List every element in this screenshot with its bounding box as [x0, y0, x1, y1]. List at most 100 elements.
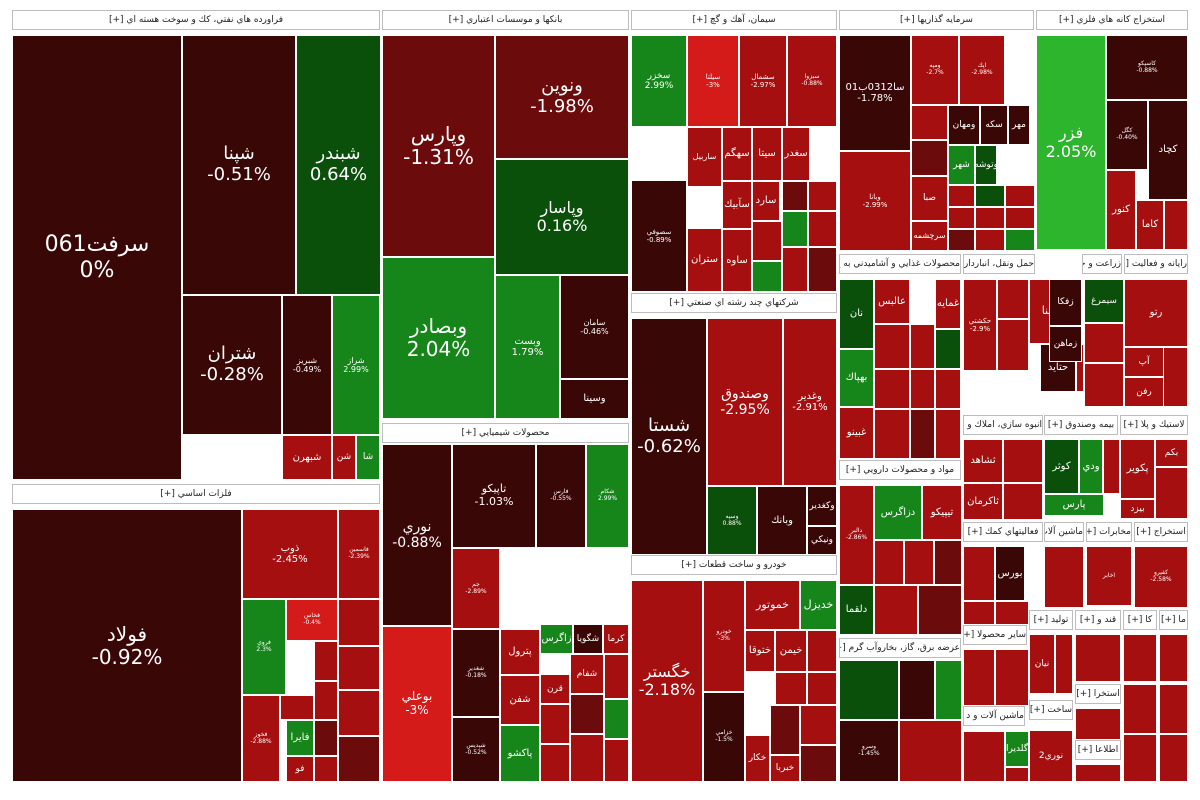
- stock-tile[interactable]: وتوشه: [975, 145, 997, 185]
- stock-tile[interactable]: فاسمين -2.39%: [338, 509, 380, 599]
- stock-tile[interactable]: خبربا: [770, 755, 800, 782]
- stock-tile[interactable]: سامان -0.46%: [560, 275, 629, 379]
- stock-cell[interactable]: [1003, 483, 1043, 520]
- stock-cell[interactable]: [934, 540, 962, 585]
- stock-tile[interactable]: گلديرا: [1005, 731, 1029, 767]
- stock-tile[interactable]: عالبس: [874, 279, 910, 324]
- sector-header[interactable]: سيمان، آهك و گچ [+]: [631, 10, 837, 30]
- stock-tile[interactable]: اخابر: [1086, 546, 1132, 606]
- stock-cell[interactable]: [963, 546, 995, 601]
- sector-header[interactable]: فلزات اساسي [+]: [12, 484, 380, 504]
- stock-tile[interactable]: غبينو: [839, 407, 874, 459]
- stock-tile[interactable]: خكار: [745, 735, 770, 782]
- stock-cell[interactable]: [314, 720, 338, 756]
- stock-tile[interactable]: وبصادر 2.04%: [382, 257, 495, 419]
- stock-cell[interactable]: [899, 720, 962, 782]
- stock-cell[interactable]: [1075, 634, 1121, 682]
- stock-tile[interactable]: زفكا: [1049, 279, 1082, 326]
- stock-tile[interactable]: شتران -0.28%: [182, 295, 282, 435]
- stock-tile[interactable]: بيزد: [1120, 499, 1155, 519]
- stock-tile[interactable]: شگويا: [573, 624, 603, 654]
- stock-cell[interactable]: [338, 599, 380, 646]
- sector-header[interactable]: قند و [+]: [1075, 610, 1121, 630]
- sector-header[interactable]: زراعت و خدما [+]: [1082, 254, 1122, 274]
- stock-tile[interactable]: سشمال -2.97%: [739, 35, 787, 127]
- sector-header[interactable]: مخابرات [+]: [1086, 522, 1132, 542]
- sector-header[interactable]: ساخت [+]: [1029, 700, 1073, 720]
- stock-tile[interactable]: رفن: [1124, 377, 1164, 407]
- stock-tile[interactable]: تيپيكو: [922, 485, 962, 540]
- stock-tile[interactable]: پكوير: [1120, 439, 1155, 499]
- stock-tile[interactable]: وسرو -1.45%: [839, 720, 899, 782]
- stock-cell[interactable]: [995, 601, 1029, 625]
- stock-tile[interactable]: دلقما: [839, 585, 874, 635]
- sector-header[interactable]: ساير محصولا [+]: [963, 625, 1027, 645]
- stock-tile[interactable]: بكم: [1155, 439, 1188, 467]
- stock-tile[interactable]: كرما: [603, 624, 629, 654]
- stock-tile[interactable]: شبندر 0.64%: [296, 35, 381, 295]
- stock-tile[interactable]: خموتور: [745, 580, 800, 630]
- stock-tile[interactable]: فارس -0.55%: [536, 444, 586, 548]
- stock-tile[interactable]: فخوز -2.88%: [242, 695, 280, 782]
- stock-tile[interactable]: ومهان: [948, 105, 980, 145]
- stock-tile[interactable]: شپنا -0.51%: [182, 35, 296, 295]
- stock-tile[interactable]: ثشاهد: [963, 439, 1003, 483]
- stock-cell[interactable]: [975, 207, 1005, 229]
- stock-tile[interactable]: وسينا: [560, 379, 629, 419]
- sector-header[interactable]: انبوه سازي، املاك و م [+]: [963, 415, 1043, 435]
- stock-cell[interactable]: [935, 409, 961, 459]
- stock-tile[interactable]: دالبر -2.86%: [839, 485, 874, 585]
- stock-tile[interactable]: كاما: [1136, 200, 1164, 250]
- stock-tile[interactable]: شن: [332, 435, 356, 480]
- sector-header[interactable]: رايانه و فعاليت [+]: [1124, 254, 1188, 274]
- stock-cell[interactable]: [935, 660, 962, 720]
- stock-cell[interactable]: [604, 654, 629, 699]
- stock-tile[interactable]: تاپيكو -1.03%: [452, 444, 536, 548]
- stock-cell[interactable]: [975, 185, 1005, 207]
- stock-cell[interactable]: [540, 704, 570, 744]
- stock-cell[interactable]: [1005, 229, 1035, 251]
- stock-tile[interactable]: ثاكرمان: [963, 483, 1003, 520]
- stock-tile[interactable]: صبا: [911, 176, 948, 221]
- stock-tile[interactable]: شراز 2.99%: [332, 295, 380, 435]
- stock-cell[interactable]: [1005, 207, 1035, 229]
- stock-tile[interactable]: پترول: [500, 629, 540, 675]
- stock-cell[interactable]: [807, 672, 837, 705]
- stock-cell[interactable]: [963, 731, 1005, 782]
- stock-cell[interactable]: [997, 319, 1029, 371]
- stock-tile[interactable]: ومپه -2.7%: [911, 35, 959, 105]
- stock-cell[interactable]: [1084, 363, 1124, 407]
- stock-tile[interactable]: اپك -2.98%: [959, 35, 1005, 105]
- stock-tile[interactable]: آپ: [1124, 347, 1164, 377]
- stock-tile[interactable]: شفام: [570, 654, 604, 694]
- stock-cell[interactable]: [1123, 734, 1157, 782]
- stock-cell[interactable]: [604, 739, 629, 782]
- stock-cell[interactable]: [997, 279, 1029, 319]
- stock-cell[interactable]: [314, 681, 338, 720]
- stock-tile[interactable]: بوعلي -3%: [382, 626, 452, 782]
- stock-tile[interactable]: كاسپكو -0.88%: [1106, 35, 1188, 100]
- sector-header[interactable]: بيمه وصندوق [+]: [1044, 415, 1118, 435]
- stock-tile[interactable]: رتو: [1124, 279, 1188, 347]
- stock-cell[interactable]: [752, 261, 782, 292]
- stock-cell[interactable]: [808, 211, 837, 247]
- stock-cell[interactable]: [570, 694, 604, 734]
- stock-cell[interactable]: [808, 181, 837, 211]
- stock-tile[interactable]: خزامي -1.5%: [703, 692, 745, 782]
- stock-tile[interactable]: زماهن: [1049, 326, 1082, 362]
- stock-tile[interactable]: نوري2: [1029, 730, 1073, 782]
- stock-tile[interactable]: سيمرغ: [1084, 279, 1124, 323]
- stock-tile[interactable]: خودرو -3%: [703, 580, 745, 692]
- stock-cell[interactable]: [1159, 684, 1188, 734]
- stock-tile[interactable]: وكغدير: [807, 486, 837, 526]
- stock-cell[interactable]: [948, 207, 975, 229]
- stock-cell[interactable]: [1103, 439, 1120, 494]
- stock-cell[interactable]: [782, 181, 808, 211]
- sector-header[interactable]: استخراج كانه هاي فلزي [+]: [1036, 10, 1188, 30]
- stock-tile[interactable]: سيلتا -3%: [687, 35, 739, 127]
- stock-tile[interactable]: كوثر: [1044, 439, 1079, 494]
- stock-cell[interactable]: [770, 705, 800, 755]
- stock-cell[interactable]: [570, 734, 604, 782]
- stock-cell[interactable]: [948, 185, 975, 207]
- sector-header[interactable]: خودرو و ساخت قطعات [+]: [631, 555, 837, 575]
